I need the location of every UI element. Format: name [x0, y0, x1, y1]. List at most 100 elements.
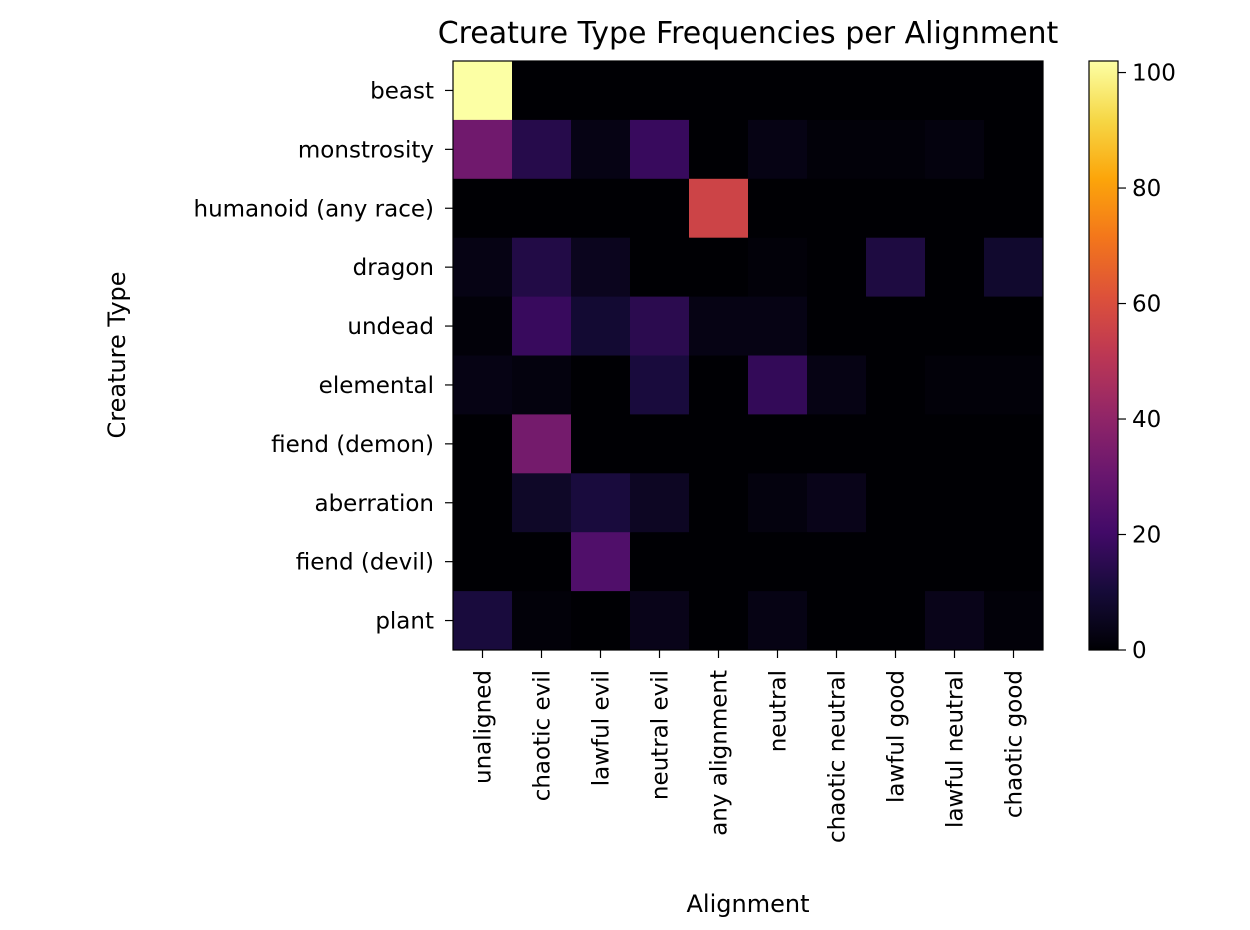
heatmap-cell	[689, 119, 749, 180]
colorbar-tick-label: 80	[1132, 176, 1161, 202]
heatmap-cell	[748, 355, 808, 415]
heatmap-cell	[453, 237, 513, 298]
heatmap-cell	[925, 296, 985, 356]
heatmap-cell	[689, 178, 749, 239]
y-tick-label: fiend (demon)	[271, 432, 434, 458]
heatmap-cells	[453, 61, 1044, 651]
y-tick-label: beast	[370, 78, 434, 104]
heatmap-cell	[866, 473, 926, 533]
colorbar-tick-label: 100	[1132, 61, 1176, 87]
heatmap-cell	[748, 296, 808, 356]
y-tick-label: monstrosity	[298, 137, 434, 163]
heatmap-cell	[630, 61, 690, 121]
heatmap-cell	[807, 473, 867, 533]
heatmap-cell	[630, 591, 690, 651]
heatmap-cell	[807, 414, 867, 474]
heatmap-cell	[453, 296, 513, 356]
heatmap-cell	[925, 414, 985, 474]
heatmap-cell	[512, 237, 572, 298]
x-tick-label: lawful neutral	[943, 670, 969, 828]
plot-frame	[452, 60, 1044, 651]
heatmap-cell	[866, 119, 926, 180]
heatmap-cell	[984, 355, 1044, 415]
heatmap-cell	[630, 119, 690, 180]
y-tick-label: dragon	[353, 255, 434, 281]
heatmap-cell	[748, 61, 808, 121]
y-tick-label: undead	[347, 314, 434, 340]
heatmap-cell	[807, 532, 867, 592]
colorbar-tick-label: 20	[1132, 523, 1161, 549]
heatmap-cell	[512, 61, 572, 121]
heatmap-cell	[866, 591, 926, 651]
heatmap-cell	[453, 473, 513, 533]
heatmap-cell	[571, 473, 631, 533]
x-tick-label: neutral evil	[648, 670, 674, 800]
heatmap-cell	[453, 178, 513, 239]
y-tick-label: fiend (devil)	[296, 550, 434, 576]
heatmap-cell	[512, 119, 572, 180]
heatmap-cell	[984, 61, 1044, 121]
heatmap-cell	[453, 414, 513, 474]
heatmap-cell	[807, 355, 867, 415]
heatmap-cell	[512, 473, 572, 533]
heatmap-cell	[512, 532, 572, 592]
heatmap-cell	[984, 119, 1044, 180]
heatmap-cell	[453, 355, 513, 415]
heatmap-cell	[807, 296, 867, 356]
heatmap-cell	[866, 61, 926, 121]
heatmap-cell	[748, 414, 808, 474]
heatmap-cell	[748, 237, 808, 298]
heatmap-cell	[512, 178, 572, 239]
chart-title: Creature Type Frequencies per Alignment	[438, 16, 1059, 51]
heatmap-cell	[512, 355, 572, 415]
heatmap-cell	[807, 61, 867, 121]
heatmap-cell	[689, 414, 749, 474]
heatmap-cell	[807, 591, 867, 651]
heatmap-cell	[748, 473, 808, 533]
heatmap-cell	[630, 473, 690, 533]
y-tick-label: elemental	[319, 373, 434, 399]
colorbar-tick-label: 60	[1132, 292, 1161, 318]
x-tick-label: any alignment	[707, 670, 733, 836]
heatmap-cell	[453, 532, 513, 592]
heatmap-cell	[984, 178, 1044, 239]
heatmap-cell	[748, 532, 808, 592]
heatmap-cell	[866, 414, 926, 474]
heatmap-cell	[925, 591, 985, 651]
heatmap-cell	[512, 591, 572, 651]
heatmap-cell	[689, 473, 749, 533]
heatmap-cell	[571, 178, 631, 239]
heatmap-cell	[866, 355, 926, 415]
heatmap-cell	[571, 355, 631, 415]
heatmap-cell	[925, 355, 985, 415]
heatmap-cell	[571, 61, 631, 121]
colorbar-gradient	[1088, 60, 1119, 651]
heatmap-cell	[984, 296, 1044, 356]
heatmap-cell	[925, 178, 985, 239]
x-tick-label: chaotic neutral	[825, 670, 851, 843]
heatmap-cell	[453, 61, 513, 121]
heatmap-cell	[630, 237, 690, 298]
heatmap-cell	[984, 473, 1044, 533]
heatmap-cell	[571, 296, 631, 356]
y-tick-label: plant	[375, 609, 434, 635]
heatmap-cell	[925, 119, 985, 180]
heatmap-cell	[453, 591, 513, 651]
heatmap-cell	[571, 591, 631, 651]
heatmap-cell	[630, 414, 690, 474]
heatmap-cell	[984, 414, 1044, 474]
heatmap-cell	[630, 532, 690, 592]
x-axis-ticks: unaligned chaotic evil lawful evil neutral …	[471, 650, 1028, 843]
heatmap-cell	[689, 591, 749, 651]
heatmap-cell	[748, 119, 808, 180]
heatmap-cell	[925, 532, 985, 592]
heatmap-cell	[807, 119, 867, 180]
x-tick-label: lawful good	[884, 670, 910, 803]
heatmap-cell	[571, 532, 631, 592]
heatmap-cell	[512, 414, 572, 474]
x-tick-label: lawful evil	[589, 670, 615, 786]
heatmap-cell	[984, 591, 1044, 651]
y-tick-label: aberration	[314, 491, 434, 517]
colorbar-tick-label: 0	[1132, 638, 1147, 664]
